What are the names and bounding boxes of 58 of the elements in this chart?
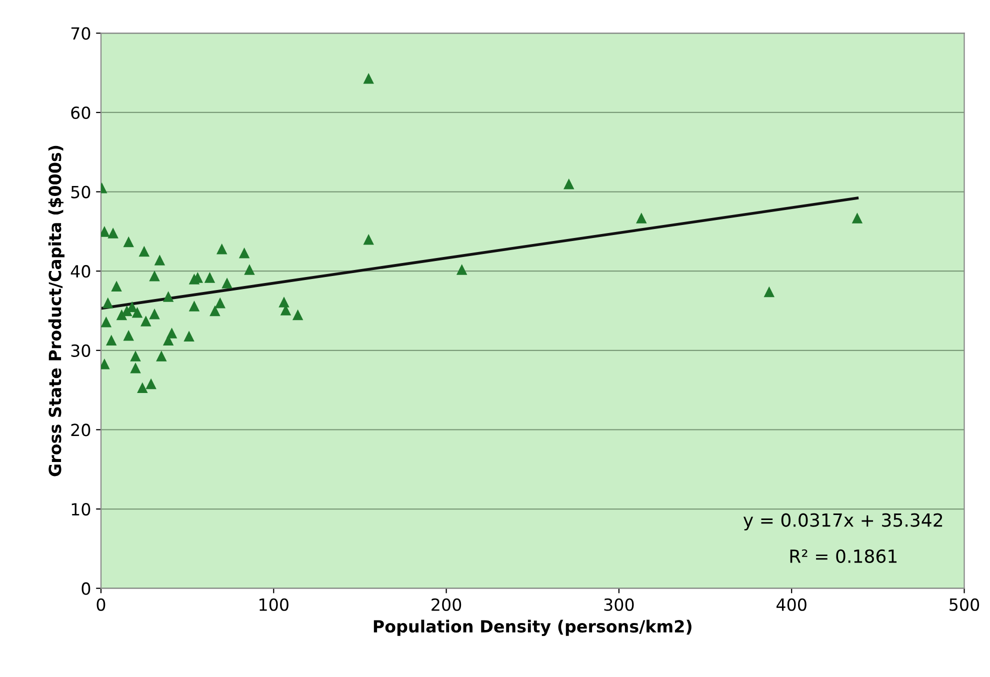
point — [188, 300, 200, 312]
point — [214, 297, 226, 308]
point — [456, 264, 468, 275]
point — [636, 212, 647, 224]
point — [146, 378, 156, 390]
x-tick-label: 0 — [96, 598, 106, 611]
y-tick-label: 30 — [71, 344, 90, 357]
point — [852, 212, 863, 224]
point — [216, 244, 228, 254]
point — [137, 382, 148, 394]
point — [154, 254, 166, 266]
annotation: R² = 0.1861 — [790, 549, 897, 564]
point — [102, 297, 114, 308]
point — [100, 358, 110, 370]
y-axis-title: Gross State Product/Capita ($000s) — [48, 146, 64, 476]
point — [292, 309, 304, 320]
point — [149, 308, 160, 320]
point — [123, 330, 134, 341]
point — [111, 280, 122, 292]
y-tick-label: 60 — [71, 106, 90, 120]
x-tick-label: 500 — [950, 598, 980, 611]
point — [123, 236, 134, 248]
point — [222, 278, 232, 288]
point — [130, 350, 141, 362]
point — [238, 247, 250, 258]
point — [140, 316, 152, 326]
point — [363, 234, 374, 245]
point — [156, 350, 167, 362]
point — [166, 328, 178, 338]
point — [130, 362, 141, 374]
y-tick-label: 50 — [71, 186, 90, 198]
point — [204, 272, 216, 283]
point — [138, 246, 150, 257]
point — [564, 178, 574, 190]
point — [162, 291, 174, 302]
point — [132, 306, 143, 318]
annotation: y = 0.0317x + 35.342 — [743, 513, 942, 530]
point — [100, 316, 112, 328]
point — [210, 305, 220, 316]
point — [278, 296, 290, 308]
x-tick-label: 300 — [604, 598, 634, 611]
point — [244, 264, 255, 275]
point — [149, 270, 160, 282]
y-tick-label: 20 — [71, 424, 90, 436]
y-tick-label: 10 — [72, 502, 90, 516]
x-tick-label: 200 — [432, 598, 462, 611]
point — [106, 334, 117, 346]
point — [184, 330, 194, 342]
y-tick-label: 0 — [82, 582, 90, 595]
point — [363, 73, 374, 84]
point — [764, 286, 775, 298]
y-tick-label: 40 — [70, 265, 90, 278]
x-tick-label: 100 — [260, 598, 288, 611]
point — [108, 228, 118, 238]
x-axis-title: Population Density (persons/km2) — [374, 620, 692, 636]
x-tick-label: 400 — [776, 598, 806, 611]
y-tick-label: 70 — [71, 27, 90, 40]
point — [100, 226, 110, 237]
